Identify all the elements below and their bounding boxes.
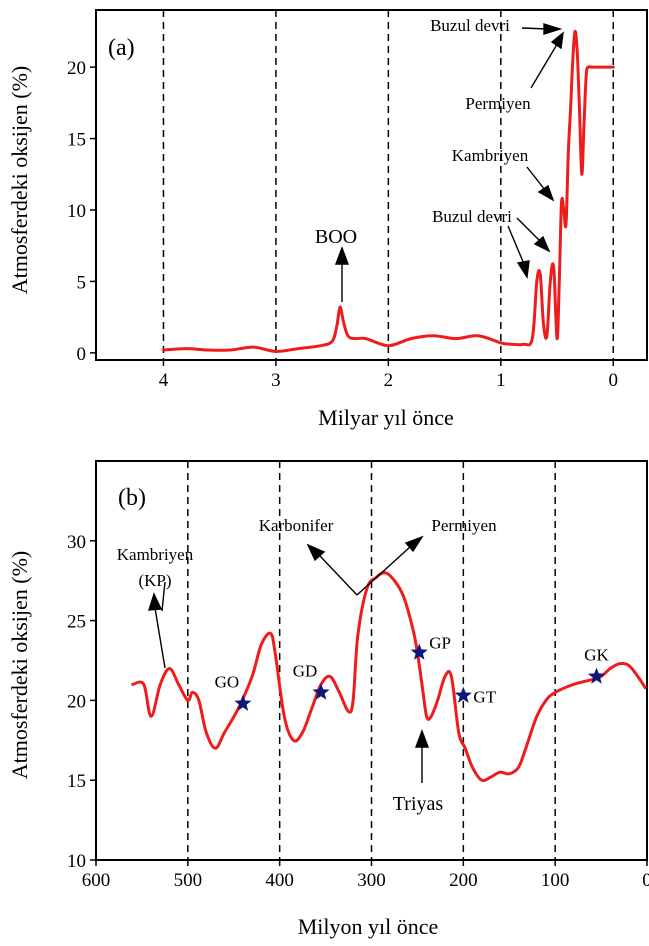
plot-frame-a bbox=[95, 9, 648, 361]
y-tick-label: 15 bbox=[67, 771, 86, 792]
y-tick-label: 25 bbox=[67, 612, 86, 633]
annotation-triyas: Triyas bbox=[393, 793, 444, 815]
x-tick-label: 0 bbox=[609, 370, 619, 391]
x-tick-label: 100 bbox=[541, 870, 570, 891]
annotation-arrows-b bbox=[148, 535, 430, 783]
annotation-buzul-devri-top: Buzul devri bbox=[430, 16, 510, 35]
oxygen-line-a bbox=[162, 29, 615, 353]
x-tick-label: 200 bbox=[449, 870, 478, 891]
y-tick-label: 0 bbox=[77, 344, 87, 365]
x-axis-title-a: Milyar yıl önce bbox=[318, 405, 454, 430]
star-marker-gt bbox=[454, 686, 472, 703]
annotation-buzul-devri-mid: Buzul devri bbox=[432, 207, 512, 226]
marker-label-gk: GK bbox=[584, 645, 609, 664]
annotation-boo: BOO bbox=[315, 226, 357, 248]
x-axis-title-b: Milyon yıl önce bbox=[298, 914, 439, 939]
annotation-kp: (KP) bbox=[138, 571, 171, 590]
star-marker-gd bbox=[312, 683, 330, 700]
annotation-kambriyen-a: Kambriyen bbox=[452, 146, 529, 165]
x-tick-label: 1 bbox=[496, 370, 506, 391]
panel-label-a: (a) bbox=[108, 35, 135, 61]
y-tick-label: 5 bbox=[77, 272, 87, 293]
x-tick-label: 300 bbox=[357, 870, 386, 891]
y-tick-label: 10 bbox=[67, 851, 86, 872]
panel-b: 600 500 400 300 200 100 0 10 15 20 25 30 GO GD GP GT GK… bbox=[7, 460, 649, 939]
y-tick-label: 30 bbox=[67, 532, 86, 553]
y-tick-label: 15 bbox=[67, 130, 86, 151]
gridlines-a bbox=[162, 10, 615, 360]
y-tick-label: 10 bbox=[67, 201, 86, 222]
star-marker-gk bbox=[587, 667, 606, 684]
y-tick-label: 20 bbox=[67, 691, 86, 712]
y-tick-label: 20 bbox=[67, 58, 86, 79]
event-markers: GO GD GP GT GK bbox=[215, 634, 609, 711]
y-axis-title-a: Atmosferdeki oksijen (%) bbox=[7, 66, 32, 295]
panel-label-b: (b) bbox=[118, 485, 146, 511]
gridlines-b bbox=[187, 461, 556, 860]
star-marker-gp bbox=[410, 643, 428, 660]
y-axis-title-b: Atmosferdeki oksijen (%) bbox=[7, 551, 32, 780]
star-marker-go bbox=[234, 694, 252, 711]
x-tick-label: 4 bbox=[159, 370, 169, 391]
axis-ticks-b: 600 500 400 300 200 100 0 10 15 20 25 30 bbox=[67, 532, 649, 891]
x-tick-label: 600 bbox=[82, 870, 111, 891]
marker-label-go: GO bbox=[215, 673, 240, 692]
annotation-karbonifer: Karbonifer bbox=[259, 516, 334, 535]
x-tick-label: 3 bbox=[271, 370, 281, 391]
marker-label-gt: GT bbox=[473, 688, 496, 707]
marker-label-gd: GD bbox=[293, 661, 318, 680]
x-tick-label: 500 bbox=[174, 870, 203, 891]
oxygen-line-b bbox=[131, 571, 647, 783]
x-tick-label: 0 bbox=[642, 870, 649, 891]
annotation-permiyen-b: Permiyen bbox=[431, 516, 497, 535]
annotation-permiyen-a: Permiyen bbox=[465, 94, 531, 113]
x-tick-label: 400 bbox=[265, 870, 294, 891]
annotation-kambriyen-b: Kambriyen bbox=[117, 545, 194, 564]
x-tick-label: 2 bbox=[384, 370, 394, 391]
marker-label-gp: GP bbox=[429, 634, 451, 653]
annotation-arrows-a bbox=[334, 23, 564, 302]
